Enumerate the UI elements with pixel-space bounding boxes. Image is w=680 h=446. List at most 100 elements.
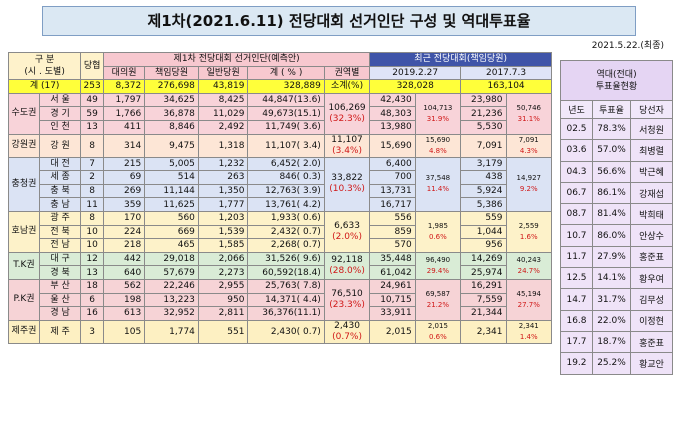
units-cell: 13 (80, 265, 104, 280)
general-cell: 1,232 (197, 156, 249, 172)
delegates-cell: 1,766 (102, 106, 146, 121)
general-cell: 1,777 (197, 197, 249, 212)
year-cell: 19.2 (560, 352, 593, 375)
header-responsible: 책임당원 (144, 65, 199, 81)
table-row: P.K권 부 산 18 562 22,246 2,955 25,763( 7.8) 76,51… (8, 278, 552, 321)
year-cell: 10.7 (560, 224, 593, 247)
regional-subtotal: 6,633 (2.0%) (323, 210, 371, 253)
year-cell: 16.8 (560, 309, 593, 332)
total-cell: 25,763( 7.8) (247, 278, 325, 294)
responsible-cell: 29,018 (144, 251, 199, 267)
winner-cell: 서청원 (629, 117, 674, 141)
responsible-cell: 514 (144, 170, 199, 185)
col-winner: 당선자 (629, 100, 674, 119)
province-cell: 전 남 (38, 238, 82, 253)
province-cell: 충 남 (38, 197, 82, 212)
turnout-row: 03.6 57.0% 최병렬 (560, 139, 674, 162)
table-row: 울 산 6 198 13,223 950 14,371( 4.4) 10,715 7,559 (9, 292, 552, 308)
table-row: 강원권 강 원 8 314 9,475 1,318 11,107( 3.4) 11,107 (3… (8, 133, 552, 158)
r2017-cell: 5,530 (460, 119, 507, 135)
responsible-cell: 11,625 (144, 197, 199, 212)
r2017-subtotal: 7,091 4.3% (505, 133, 552, 158)
year-cell: 14.7 (560, 288, 593, 311)
table-row: 경 남 16 613 32,952 2,811 36,376(11.1) 33,911 21,… (9, 306, 552, 321)
header-gubun: 구 분 (시 . 도별) (7, 51, 82, 81)
rate-cell: 25.2% (592, 352, 631, 375)
responsible-cell: 22,246 (144, 278, 199, 294)
turnout-row: 12.5 14.1% 황우여 (560, 267, 674, 290)
table-row: 충청권 대 전 7 215 5,005 1,232 6,452( 2.0) 33,822 (10… (8, 156, 552, 212)
general-cell: 1,203 (197, 210, 249, 226)
r2017-cell: 14,269 (460, 251, 507, 267)
rate-cell: 81.4% (592, 203, 631, 226)
delegates-cell: 411 (102, 119, 146, 135)
r2019-subtotal: 15,690 4.8% (414, 133, 462, 158)
delegates-cell: 359 (102, 197, 146, 212)
winner-cell: 홍준표 (629, 245, 674, 269)
turnout-row: 19.2 25.2% 황교안 (560, 352, 674, 375)
table-row: 인 천 13 411 8,846 2,492 11,749( 3.6) 13,980 5,53… (9, 119, 552, 135)
year-cell: 17.7 (560, 330, 593, 354)
units-cell: 10 (80, 238, 104, 253)
table-row: 전 북 10 224 669 1,539 2,432( 0.7) 859 1,044 (9, 224, 552, 240)
r2017-cell: 2,341 (460, 319, 507, 344)
rate-cell: 31.7% (592, 288, 631, 311)
turnout-row: 16.8 22.0% 이정현 (560, 309, 674, 332)
responsible-cell: 36,878 (144, 106, 199, 121)
general-cell: 1,350 (197, 183, 249, 199)
r2019-cell: 13,731 (369, 183, 416, 199)
general-cell: 263 (197, 170, 249, 185)
units-cell: 8 (80, 183, 104, 199)
turnout-row: 08.7 81.4% 박희태 (560, 203, 674, 226)
total-cell: 31,526( 9.6) (247, 251, 325, 267)
region-label: 충청권 (8, 156, 40, 212)
units-cell: 13 (80, 119, 104, 135)
province-cell: 충 북 (38, 183, 82, 199)
province-cell: 부 산 (38, 278, 82, 294)
table-row: 충 북 8 269 11,144 1,350 12,763( 3.9) 13,731 5,92… (9, 183, 552, 199)
turnout-row: 10.7 86.0% 안상수 (560, 224, 674, 247)
table-row: 충 남 11 359 11,625 1,777 13,761( 4.2) 16,717 5,3… (9, 197, 552, 212)
province-cell: 경 북 (38, 265, 82, 280)
r2017-cell: 7,559 (460, 292, 507, 308)
winner-cell: 박근혜 (629, 160, 674, 183)
general-cell: 1,585 (197, 238, 249, 253)
total-cell: 11,107( 3.4) (247, 133, 325, 158)
delegates-cell: 442 (102, 251, 146, 267)
total-row: 계 (17) 253 8,372 276,698 43,819 328,889 … (7, 79, 552, 94)
table-row: 수도권 서 울 49 1,797 34,625 8,425 44,847(13.6) 106,… (8, 92, 552, 135)
region-label: 제주권 (8, 319, 40, 344)
r2017-subtotal: 2,559 1.6% (505, 210, 552, 253)
r2019-cell: 10,715 (369, 292, 416, 308)
table-row: 세 종 2 69 514 263 846( 0.3) 700 438 (9, 170, 552, 185)
rate-cell: 18.7% (592, 330, 631, 354)
r2019-subtotal: 2,015 0.6% (414, 319, 462, 344)
delegates-cell: 613 (102, 306, 146, 321)
general-cell: 2,066 (197, 251, 249, 267)
delegates-cell: 198 (102, 292, 146, 308)
winner-cell: 강재섭 (629, 181, 674, 205)
r2019-cell: 700 (369, 170, 416, 185)
province-cell: 경 남 (38, 306, 82, 321)
turnout-row: 02.5 78.3% 서청원 (560, 117, 674, 141)
year-cell: 08.7 (560, 203, 593, 226)
table-row: 경 북 13 640 57,679 2,273 60,592(18.4) 61,042 25,… (9, 265, 552, 280)
general-cell: 2,492 (197, 119, 249, 135)
table-row: 경 기 59 1,766 36,878 11,029 49,673(15.1) 48,303… (9, 106, 552, 121)
region-label: 호남권 (8, 210, 40, 253)
province-cell: 대 구 (38, 251, 82, 267)
r2019-cell: 48,303 (369, 106, 416, 121)
r2017-cell: 16,291 (460, 278, 507, 294)
province-cell: 강 원 (38, 133, 82, 158)
r2019-subtotal: 69,587 21.2% (414, 278, 462, 321)
total-cell: 11,749( 3.6) (247, 119, 325, 135)
r2019-cell: 859 (369, 224, 416, 240)
general-cell: 2,955 (197, 278, 249, 294)
winner-cell: 황교안 (629, 352, 674, 375)
responsible-cell: 32,952 (144, 306, 199, 321)
general-cell: 2,811 (197, 306, 249, 321)
header-regional: 권역별 (323, 65, 371, 81)
delegates-cell: 105 (102, 319, 146, 344)
r2017-cell: 1,044 (460, 224, 507, 240)
province-cell: 경 기 (38, 106, 82, 121)
